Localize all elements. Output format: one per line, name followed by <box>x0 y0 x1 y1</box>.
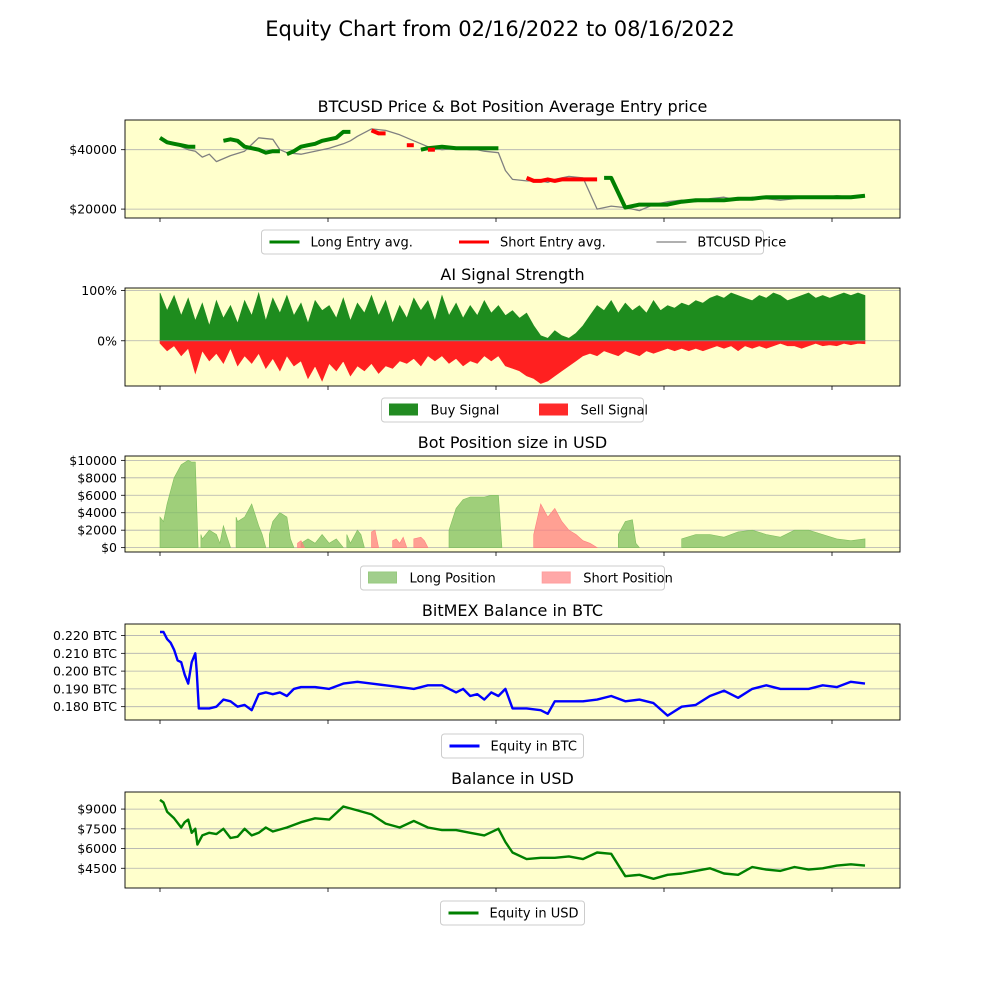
legend-box <box>441 733 584 759</box>
legend-sell-signal-swatch <box>539 403 568 416</box>
plot-frame <box>124 287 901 387</box>
legend-sell-signal-label: Sell Signal <box>581 404 649 419</box>
chart-title: BTCUSD Price & Bot Position Average Entr… <box>318 97 708 116</box>
y-tick-label: $9000 <box>77 802 117 817</box>
plot-frame <box>124 791 901 889</box>
plot-frame <box>124 119 901 219</box>
chart-legend: Buy Signal Sell Signal <box>381 397 649 423</box>
y-tick-label: $10000 <box>69 453 117 468</box>
y-tick-label: $20000 <box>69 202 117 217</box>
series-long-position-area <box>681 529 866 548</box>
series-long-position-area <box>346 529 365 548</box>
legend-buy-signal-label: Buy Signal <box>431 404 500 419</box>
plot-background <box>125 792 900 888</box>
series-long-entry-avg-line <box>222 137 280 155</box>
y-tick-label: $2000 <box>77 523 117 538</box>
chart-panel-5: $4500 $6000 $7500 $9000 Balance in USD Equity… <box>77 769 901 926</box>
chart-legend: Long Entry avg. Short Entry avg. BTCUSD Pr… <box>261 229 786 255</box>
legend-buy-signal-swatch <box>389 403 418 416</box>
plot-background <box>125 120 900 218</box>
y-tick-label: 0.180 BTC <box>53 699 117 714</box>
plot-frame <box>124 455 901 553</box>
legend-btcusd-price-label: BTCUSD Price <box>697 236 786 251</box>
series-long-entry-avg-line <box>158 136 196 149</box>
figure-title: Equity Chart from 02/16/2022 to 08/16/20… <box>265 17 735 41</box>
legend-box <box>360 565 665 591</box>
chart-title: BitMEX Balance in BTC <box>422 601 603 620</box>
y-tick-label: 0.190 BTC <box>53 681 117 696</box>
series-long-entry-avg-line <box>604 175 866 210</box>
series-short-entry-avg-line <box>370 128 386 136</box>
y-tick-label: $40000 <box>69 142 117 157</box>
series-short-position-area <box>297 540 305 548</box>
y-tick-label: 0% <box>97 333 117 348</box>
legend-short-position-swatch <box>541 571 571 584</box>
legend-short-position-label: Short Position <box>583 572 673 587</box>
legend-equity-in-usd-label: Equity in USD <box>490 907 579 922</box>
series-long-position-area <box>448 495 503 548</box>
series-long-position-area <box>235 503 267 548</box>
legend-long-position-label: Long Position <box>410 572 496 587</box>
chart-panel-1: $20000 $40000 BTCUSD Price & Bot Position … <box>69 97 901 255</box>
legend-box <box>440 900 585 926</box>
series-buy-signal-area <box>159 291 866 342</box>
chart-title: Bot Position size in USD <box>418 433 607 452</box>
series-equity-in-usd-line <box>159 798 866 880</box>
chart-title: AI Signal Strength <box>440 265 584 284</box>
plot-area <box>158 128 866 212</box>
y-tick-label: $0 <box>101 540 117 555</box>
plot-area <box>159 460 866 548</box>
legend-equity-in-btc-label: Equity in BTC <box>491 740 577 755</box>
y-tick-label: $8000 <box>77 470 117 485</box>
plot-frame <box>124 623 901 721</box>
series-equity-in-btc-line <box>160 630 866 717</box>
chart-legend: Equity in USD <box>440 900 585 926</box>
legend-long-position-swatch <box>368 571 397 584</box>
chart-legend: Equity in BTC <box>441 733 584 759</box>
y-tick-label: 0.220 BTC <box>53 628 117 643</box>
y-tick-label: $4000 <box>77 505 117 520</box>
y-tick-label: 0.210 BTC <box>53 646 117 661</box>
y-tick-label: $6000 <box>77 841 117 856</box>
series-short-entry-avg-line <box>525 176 598 183</box>
series-long-position-area <box>200 524 231 548</box>
legend-box <box>261 229 764 255</box>
legend-long-entry-avg-label: Long Entry avg. <box>311 236 413 251</box>
series-long-position-area <box>159 460 199 548</box>
y-tick-label: $7500 <box>77 821 117 836</box>
series-long-entry-avg-line <box>286 129 351 157</box>
y-tick-label: $6000 <box>77 488 117 503</box>
series-long-position-area <box>618 519 641 548</box>
y-tick-label: $4500 <box>77 861 117 876</box>
series-long-position-area <box>300 534 344 548</box>
series-long-position-area <box>269 512 295 548</box>
legend-short-entry-avg-label: Short Entry avg. <box>500 236 606 251</box>
y-tick-label: 0.200 BTC <box>53 664 117 679</box>
chart-panel-4: 0.180 BTC 0.190 BTC 0.200 BTC 0.210 BTC 0.22… <box>53 601 901 759</box>
series-short-position-area <box>533 503 599 548</box>
chart-panel-2: 0% 100% AI Signal Strength Buy Signal Sell S… <box>81 265 901 423</box>
chart-panel-3: $0 $2000 $4000 $6000 $8000 $10000 Bot Position… <box>69 433 901 591</box>
plot-area <box>159 291 866 384</box>
series-short-position-area <box>392 536 408 548</box>
y-tick-label: 100% <box>81 283 117 298</box>
plot-area <box>160 630 866 717</box>
legend-box <box>381 397 644 423</box>
chart-legend: Long Position Short Position <box>360 565 673 591</box>
plot-area <box>159 798 866 880</box>
series-short-position-area <box>371 529 379 548</box>
series-sell-signal-area <box>159 340 866 384</box>
chart-title: Balance in USD <box>451 769 574 788</box>
series-short-position-area <box>413 536 429 548</box>
